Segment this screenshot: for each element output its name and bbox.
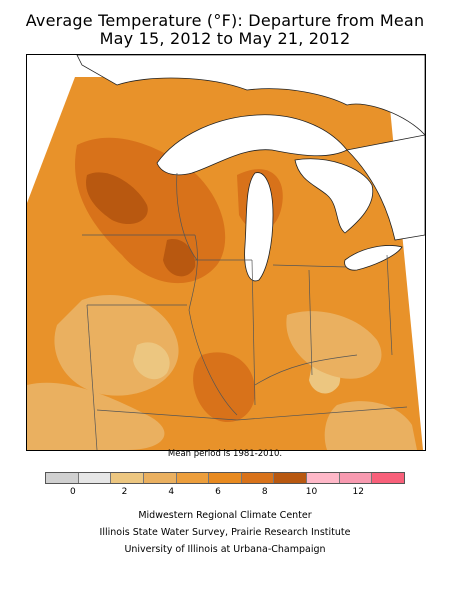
- zone-mild-2-4-b: [27, 382, 165, 450]
- state-line-mo-south: [96, 409, 238, 421]
- legend-tick-label: 0: [69, 487, 76, 497]
- legend-swatch: [307, 473, 340, 483]
- zone-warm-8-10-b: [163, 239, 196, 277]
- zone-mild-2-4-c: [286, 311, 382, 379]
- state-line-ia-mississippi: [188, 234, 198, 311]
- lake-michigan: [244, 172, 274, 282]
- state-line-in-oh: [308, 269, 313, 376]
- state-line-mo-ky: [188, 309, 238, 416]
- legend-tick-label: 2: [121, 487, 128, 497]
- legend-tick-label: 12: [352, 487, 364, 497]
- zone-mild-0-2: [133, 342, 170, 380]
- legend-swatch: [209, 473, 242, 483]
- lake-superior: [156, 114, 348, 176]
- legend-swatch: [241, 473, 275, 483]
- zone-warm-8-10: [86, 172, 148, 225]
- chart-title-line2: May 15, 2012 to May 21, 2012: [99, 29, 351, 48]
- map-frame: [26, 54, 426, 451]
- ontario-whitespace: [346, 134, 425, 241]
- state-line-mn-wi: [176, 172, 198, 261]
- state-boundaries: [82, 172, 408, 450]
- legend-tick-label: 8: [261, 487, 268, 497]
- legend-swatch: [339, 473, 373, 483]
- state-line-oh-east: [386, 254, 393, 356]
- zone-mild-2-4-d: [324, 401, 417, 450]
- credit-line1: Midwestern Regional Climate Center: [138, 510, 312, 521]
- legend-swatch: [274, 473, 308, 483]
- legend-tick-label: 4: [168, 487, 175, 497]
- lake-huron: [294, 158, 374, 234]
- legend-tick-labels: 0 2 4 6 8 10 12: [45, 487, 405, 499]
- state-line-mo-west: [86, 304, 98, 450]
- state-line-il-in: [251, 259, 256, 406]
- credit-line3: University of Illinois at Urbana-Champai…: [124, 544, 326, 555]
- state-line-ky-south: [236, 406, 408, 421]
- legend-swatch: [111, 473, 144, 483]
- color-legend: [45, 472, 405, 484]
- legend-tick-label: 6: [215, 487, 221, 497]
- legend-swatch: [143, 473, 177, 483]
- state-line-ky-north: [254, 354, 358, 386]
- temperature-departure-map: [27, 55, 425, 450]
- mean-period-note: Mean period is 1981-2010.: [167, 449, 283, 459]
- legend-swatch: [78, 473, 112, 483]
- legend-swatch: [372, 473, 405, 483]
- legend-swatch: [46, 473, 79, 483]
- lake-erie: [344, 245, 403, 271]
- legend-swatch: [176, 473, 210, 483]
- zone-warm-6-8-south: [193, 352, 256, 423]
- credit-line2: Illinois State Water Survey, Prairie Res…: [99, 527, 351, 538]
- canada-whitespace: [76, 55, 425, 136]
- chart-title-line1: Average Temperature (°F): Departure from…: [25, 11, 425, 30]
- state-line-mi-in: [272, 264, 348, 268]
- legend-tick-label: 10: [305, 487, 318, 497]
